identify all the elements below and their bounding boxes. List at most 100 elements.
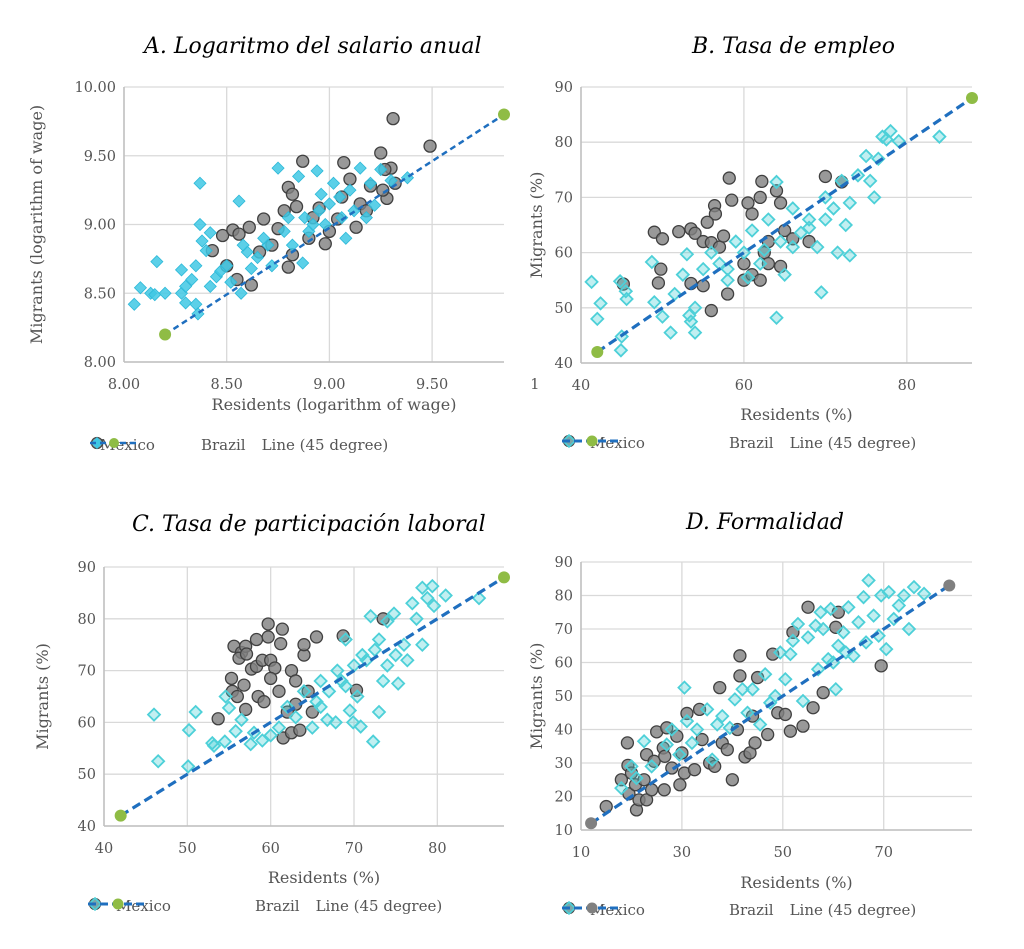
brazil-point bbox=[842, 248, 858, 263]
line-45-degree bbox=[164, 113, 505, 336]
legend-item-line: Line (45 degree) bbox=[88, 897, 443, 915]
brazil-point bbox=[232, 194, 246, 208]
brazil-point bbox=[714, 708, 730, 724]
brazil-point bbox=[745, 682, 760, 697]
mexico-point bbox=[305, 705, 319, 719]
y-tick-label: 70 bbox=[78, 664, 96, 680]
mexico-point bbox=[720, 742, 734, 757]
mexico-point bbox=[700, 215, 714, 229]
brazil-point bbox=[213, 264, 228, 278]
mexico-point bbox=[786, 625, 800, 640]
x-tick-label: 70 bbox=[345, 841, 363, 857]
brazil-point bbox=[861, 573, 876, 588]
brazil-point bbox=[471, 590, 487, 606]
mexico-point bbox=[244, 278, 259, 292]
chart-legend: Mexico Brazil Line (45 degree) bbox=[561, 433, 930, 452]
brazil-point bbox=[390, 676, 406, 691]
y-tick-label: 50 bbox=[555, 301, 573, 317]
y-tick-label: 30 bbox=[555, 756, 573, 772]
brazil-point bbox=[841, 599, 856, 615]
y-tick-label: 80 bbox=[555, 589, 573, 605]
brazil-point bbox=[896, 588, 912, 603]
brazil-point bbox=[818, 212, 833, 227]
brazil-point bbox=[255, 733, 270, 748]
brazil-point bbox=[375, 673, 391, 689]
brazil-point bbox=[189, 297, 203, 311]
mexico-point bbox=[687, 763, 702, 777]
brazil-point bbox=[312, 204, 326, 218]
brazil-point bbox=[328, 715, 343, 730]
mexico-point bbox=[673, 778, 687, 792]
mexico-point bbox=[297, 638, 311, 652]
mexico-point bbox=[215, 228, 230, 243]
mexico-point bbox=[318, 237, 332, 251]
x-tick-label: 80 bbox=[428, 841, 446, 857]
brazil-point bbox=[881, 584, 897, 600]
mexico-point bbox=[423, 139, 437, 153]
brazil-point bbox=[785, 201, 801, 216]
brazil-point bbox=[801, 220, 817, 236]
mexico-point bbox=[301, 684, 315, 698]
line-endpoint bbox=[591, 345, 604, 358]
chart-title: D. Formalidad bbox=[686, 510, 844, 535]
mexico-point bbox=[374, 146, 388, 160]
mexico-point bbox=[620, 736, 635, 750]
mexico-point bbox=[599, 799, 613, 814]
mexico-point bbox=[773, 196, 788, 210]
mexico-point bbox=[272, 684, 286, 698]
legend-item-line: Line (45 degree) bbox=[562, 434, 916, 452]
x-axis-label: Residents (logarithm of wage) bbox=[212, 395, 457, 414]
brazil-point bbox=[878, 641, 894, 657]
y-tick-label: 90 bbox=[555, 555, 573, 571]
chart-panel-c: C. Tasa de participación laboral 40 50 60 7… bbox=[0, 470, 512, 949]
legend-label: Brazil bbox=[728, 434, 774, 452]
brazil-point bbox=[296, 256, 310, 270]
brazil-point bbox=[298, 211, 312, 225]
x-tick-label: 1 bbox=[530, 377, 539, 393]
y-tick-label: 40 bbox=[555, 723, 573, 739]
legend-label: Line (45 degree) bbox=[315, 897, 443, 915]
mexico-point bbox=[275, 622, 289, 636]
mexico-point bbox=[242, 220, 256, 234]
mexico-point bbox=[349, 220, 363, 234]
y-tick-label: 80 bbox=[78, 612, 96, 628]
y-tick-label: 40 bbox=[78, 819, 96, 835]
y-tick-label: 80 bbox=[555, 135, 573, 151]
brazil-point bbox=[790, 616, 806, 632]
brazil-point bbox=[353, 161, 367, 175]
mexico-point bbox=[695, 732, 709, 747]
brazil-point bbox=[679, 246, 695, 262]
x-tick-label: 9.00 bbox=[313, 377, 345, 393]
brazil-point bbox=[150, 753, 166, 769]
brazil-point bbox=[342, 703, 358, 718]
brazil-point bbox=[345, 715, 361, 730]
mexico-point bbox=[343, 172, 357, 186]
brazil-point bbox=[801, 212, 817, 227]
brazil-point bbox=[752, 256, 768, 271]
brazil-point bbox=[346, 658, 362, 673]
mexico-point bbox=[274, 637, 288, 651]
x-tick-label: 80 bbox=[898, 378, 916, 394]
line-endpoint bbox=[498, 571, 510, 584]
legend-label: Brazil bbox=[728, 901, 774, 919]
brazil-point bbox=[932, 129, 947, 144]
brazil-point bbox=[221, 700, 237, 716]
brazil-point bbox=[838, 217, 854, 233]
brazil-point bbox=[250, 250, 265, 265]
mexico-point bbox=[786, 232, 800, 246]
brazil-point bbox=[296, 684, 312, 699]
brazil-point bbox=[339, 231, 353, 245]
mexico-point bbox=[261, 630, 275, 644]
brazil-point bbox=[425, 578, 440, 594]
y-tick-label: 8.50 bbox=[84, 286, 116, 302]
mexico-point bbox=[716, 229, 731, 243]
brazil-point bbox=[193, 217, 207, 232]
brazil-point bbox=[682, 308, 697, 323]
brazil-point bbox=[659, 737, 675, 752]
y-tick-label: 20 bbox=[555, 790, 573, 806]
legend-label: Line (45 degree) bbox=[261, 436, 389, 454]
mexico-point bbox=[688, 226, 702, 240]
chart-legend: Mexico Brazil Line (45 degree) bbox=[87, 896, 456, 915]
brazil-point bbox=[263, 728, 278, 743]
brazil-point bbox=[773, 234, 788, 249]
